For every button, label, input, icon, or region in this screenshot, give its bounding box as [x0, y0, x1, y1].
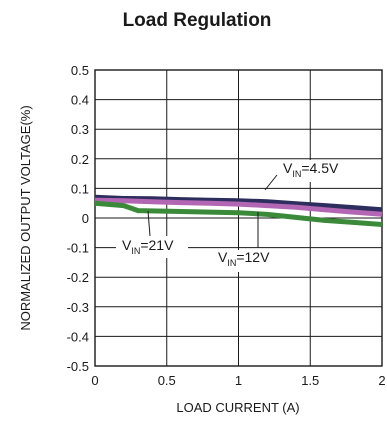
y-axis-label: NORMALIZED OUTPUT VOLTAGE(%): [18, 105, 33, 330]
chart-title: Load Regulation: [123, 10, 272, 31]
series-line-1: [94, 197, 383, 217]
y-tick-label: -0.2: [67, 270, 89, 285]
plot-frame: [94, 69, 383, 367]
y-tick-label: 0.2: [71, 152, 89, 167]
series-label-leader: [147, 210, 151, 237]
y-tick-label: -0.5: [67, 359, 89, 374]
x-tick-label: 0: [91, 373, 98, 388]
series-label-1: VIN=12V: [218, 249, 270, 268]
series-lines: [94, 194, 383, 227]
x-tick-label: 2: [378, 373, 385, 388]
series-line-0: [94, 194, 383, 213]
x-axis-label: LOAD CURRENT (A): [176, 400, 299, 415]
series-labels: VIN=4.5V VIN=12V VIN=21V: [116, 160, 356, 272]
x-tick-labels: 0 0.5 1 1.5 2: [91, 373, 385, 388]
y-tick-label: -0.4: [67, 329, 89, 344]
x-tick-label: 1.5: [301, 373, 319, 388]
y-tick-label: 0.4: [71, 93, 89, 108]
grid-lines: [95, 70, 382, 366]
series-label-bg: [116, 236, 188, 258]
y-tick-labels: 0.5 0.4 0.3 0.2 0.1 0 -0.1 -0.2 -0.3 -0.4 -0.5: [67, 63, 89, 374]
series-line-2: [94, 200, 383, 227]
series-label-bg: [276, 160, 356, 182]
y-tick-label: 0.1: [71, 181, 89, 196]
y-tick-label: 0.5: [71, 63, 89, 78]
y-tick-label: -0.3: [67, 300, 89, 315]
series-label-0: VIN=4.5V: [283, 160, 339, 179]
x-tick-label: 1: [235, 373, 242, 388]
y-tick-label: -0.1: [67, 241, 89, 256]
x-tick-label: 0.5: [158, 373, 176, 388]
series-label-bg: [212, 250, 282, 272]
y-tick-label: 0.3: [71, 122, 89, 137]
series-label-leader: [264, 174, 278, 191]
series-label-2: VIN=21V: [122, 237, 174, 256]
y-tick-label: 0: [82, 211, 89, 226]
